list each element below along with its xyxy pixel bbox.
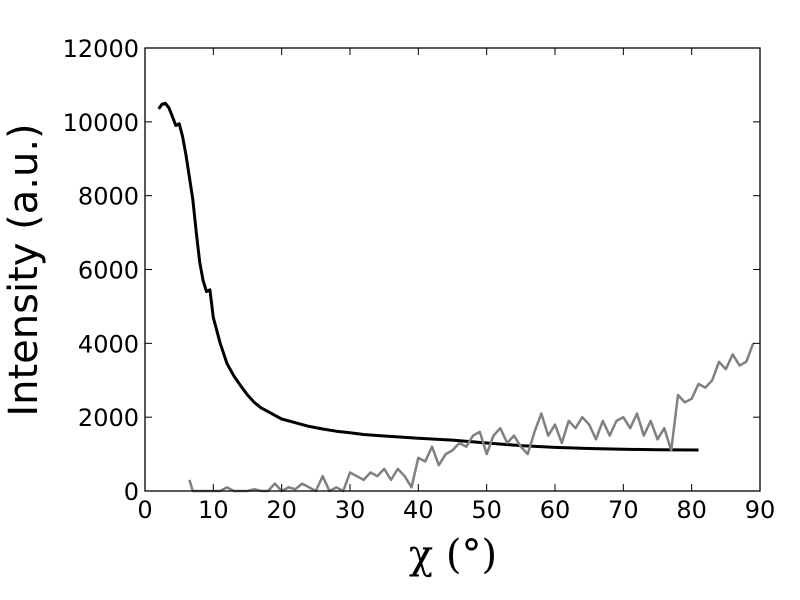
y-tick-label: 12000: [63, 35, 139, 63]
y-tick-label: 10000: [63, 109, 139, 137]
x-tick-label: 30: [335, 496, 366, 524]
x-tick-label: 0: [137, 496, 152, 524]
x-tick-label: 40: [403, 496, 434, 524]
y-tick-label: 2000: [78, 404, 139, 432]
x-tick-label: 90: [745, 496, 776, 524]
plot-frame: [144, 47, 761, 492]
x-tick-label: 70: [608, 496, 639, 524]
y-tick-label: 0: [124, 478, 139, 506]
series-line-2: [188, 342, 755, 493]
y-tick-label: 6000: [78, 257, 139, 285]
x-tick-label: 10: [198, 496, 229, 524]
x-tick-label: 50: [471, 496, 502, 524]
x-tick-label: 60: [540, 496, 571, 524]
x-axis-label: χ (°): [409, 532, 497, 578]
series-line-1: [157, 101, 699, 452]
y-tick-label: 8000: [78, 183, 139, 211]
x-tick-label: 80: [676, 496, 707, 524]
y-axis-label: Intensity (a.u.): [1, 123, 47, 416]
x-tick-label: 20: [266, 496, 297, 524]
y-tick-label: 4000: [78, 330, 139, 358]
